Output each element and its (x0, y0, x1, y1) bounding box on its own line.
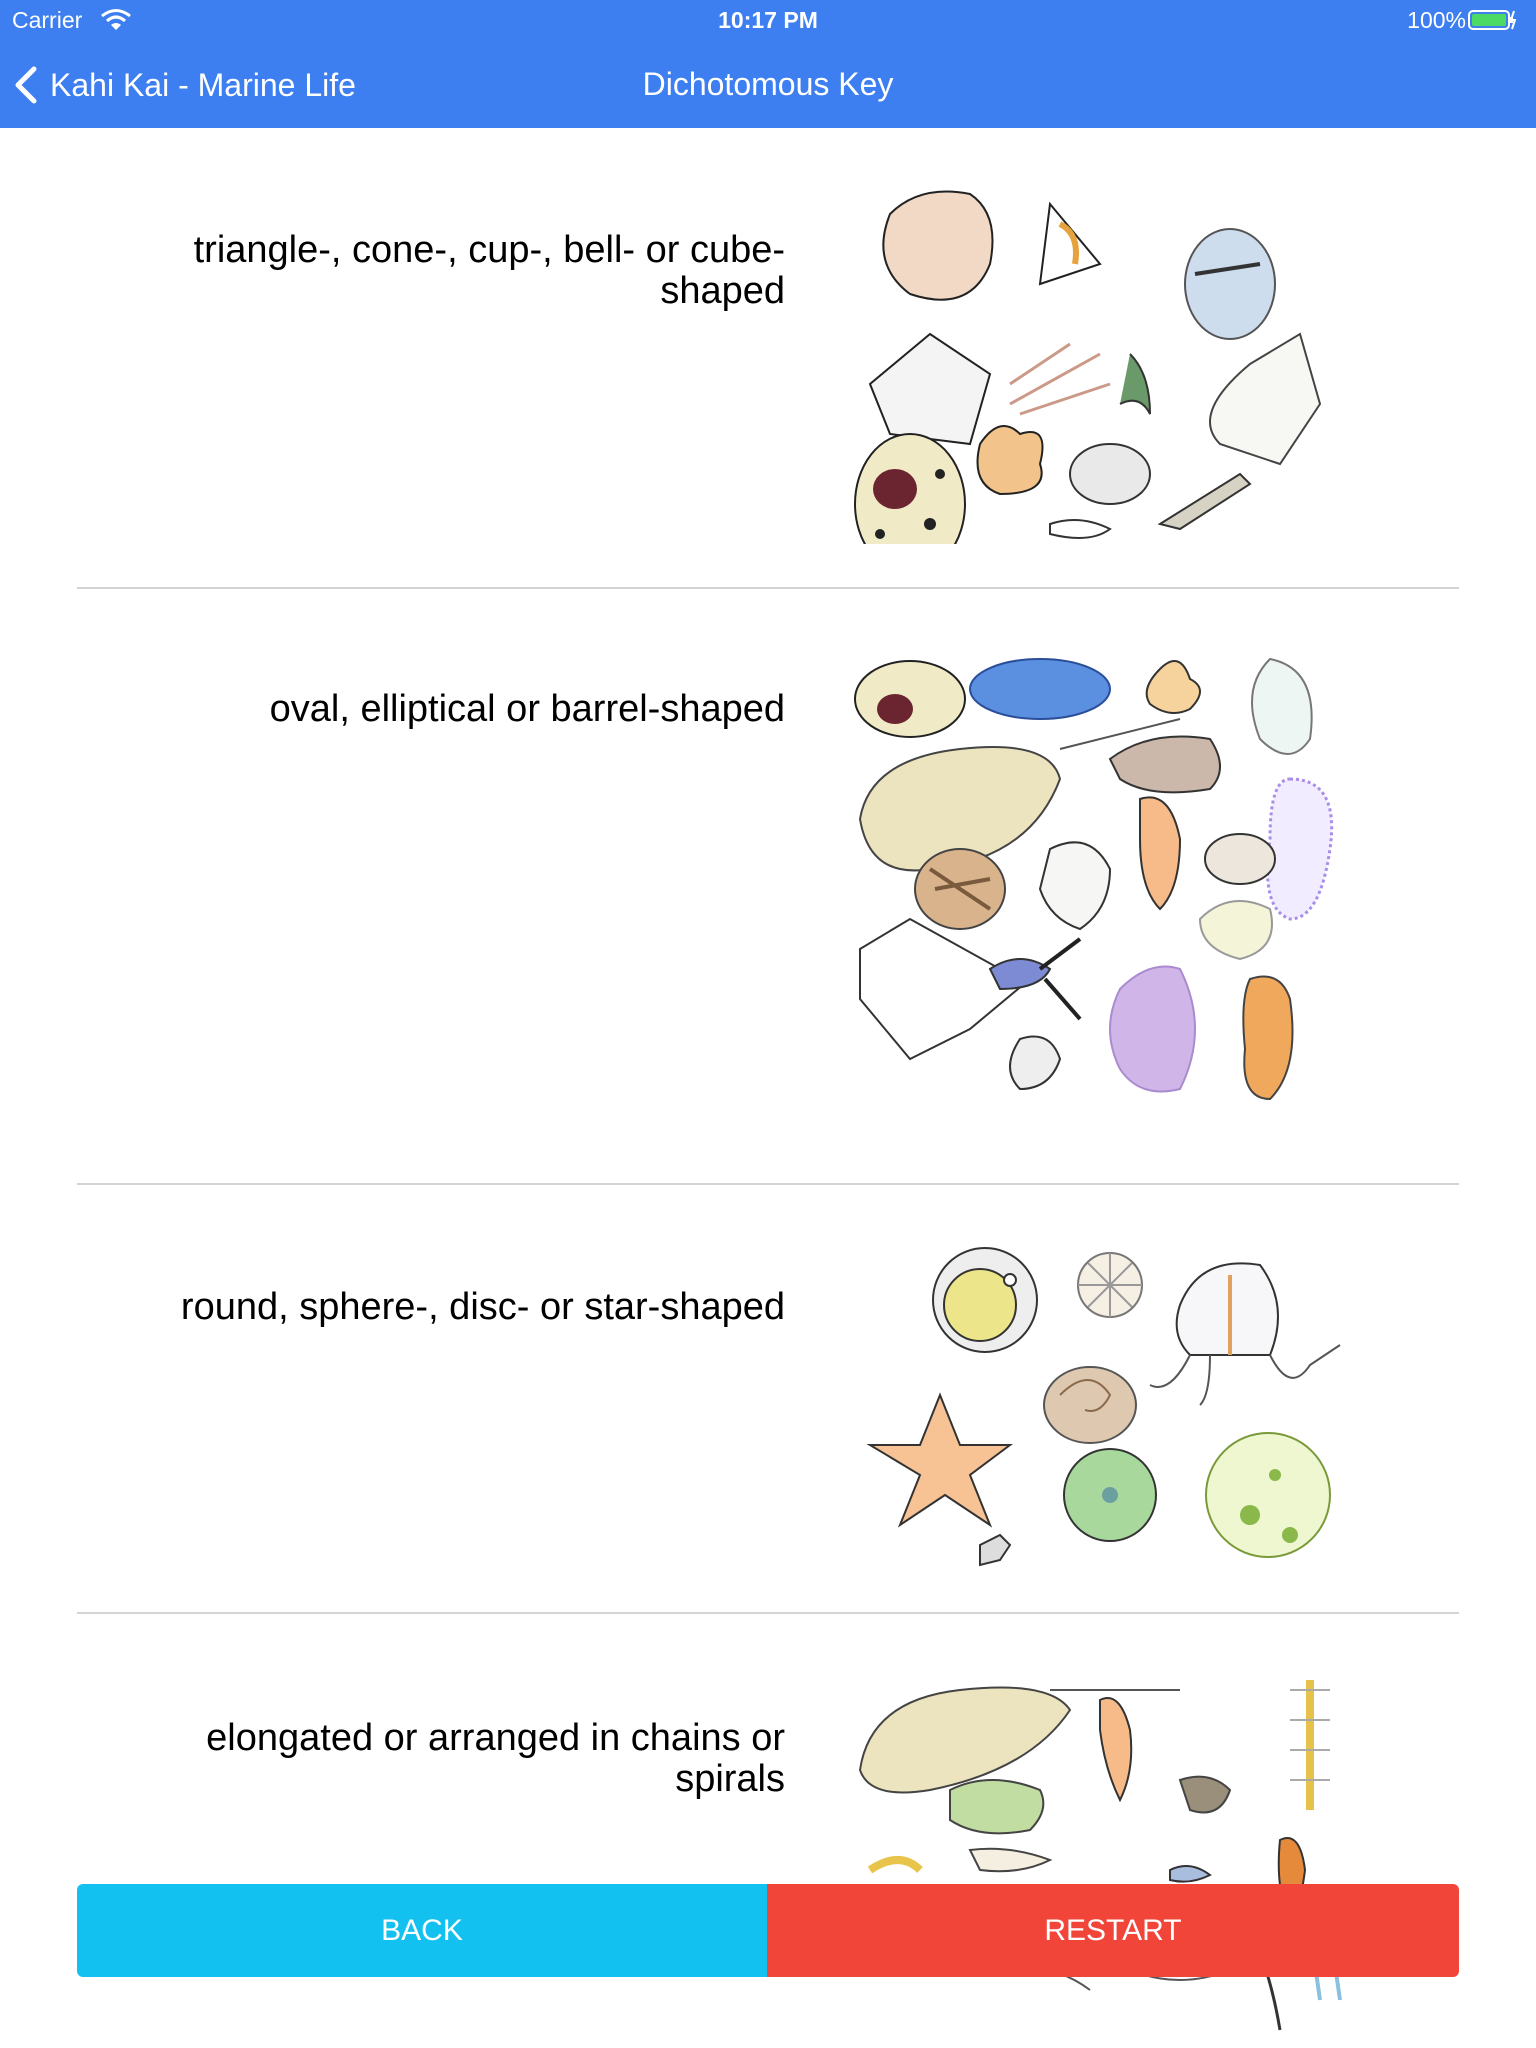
option-row-elongated[interactable]: elongated or arranged in chains or spira… (0, 1614, 1536, 2048)
oval-shaped-plankton-illustration (854, 657, 1334, 1101)
nav-back-label: Kahi Kai - Marine Life (50, 66, 356, 103)
option-row-triangle-shaped[interactable]: triangle-, cone-, cup-, bell- or cube-sh… (0, 128, 1536, 588)
option-label: elongated or arranged in chains or spira… (206, 1717, 785, 1800)
back-button[interactable]: BACK (77, 1884, 767, 1977)
battery-percent: 100% (1407, 7, 1466, 33)
option-label: triangle-, cone-, cup-, bell- or cube-sh… (193, 229, 785, 312)
option-row-oval-shaped[interactable]: oval, elliptical or barrel-shaped (0, 589, 1536, 1184)
status-time: 10:17 PM (718, 7, 818, 33)
option-row-round-shaped[interactable]: round, sphere-, disc- or star-shaped (0, 1185, 1536, 1613)
row-divider (77, 1612, 1459, 1614)
round-shaped-plankton-illustration (866, 1247, 1341, 1567)
elongated-plankton-illustration (850, 1680, 1342, 2031)
carrier-label: Carrier (12, 7, 83, 33)
option-label: oval, elliptical or barrel-shaped (269, 688, 785, 730)
nav-back-button[interactable]: Kahi Kai - Marine Life (12, 60, 356, 110)
battery-charging-icon (1468, 10, 1516, 30)
row-divider (77, 1183, 1459, 1185)
triangle-shaped-plankton-illustration (854, 190, 1322, 544)
chevron-left-icon (15, 66, 37, 104)
status-bar: Carrier 10:17 PM 100% (0, 0, 1536, 40)
restart-button[interactable]: RESTART (767, 1884, 1459, 1977)
page-title: Dichotomous Key (642, 66, 894, 102)
wifi-icon (101, 9, 131, 30)
option-label: round, sphere-, disc- or star-shaped (180, 1286, 785, 1328)
row-divider (77, 587, 1459, 589)
navigation-header: Carrier 10:17 PM 100% Kahi Kai - Marine … (0, 0, 1536, 128)
